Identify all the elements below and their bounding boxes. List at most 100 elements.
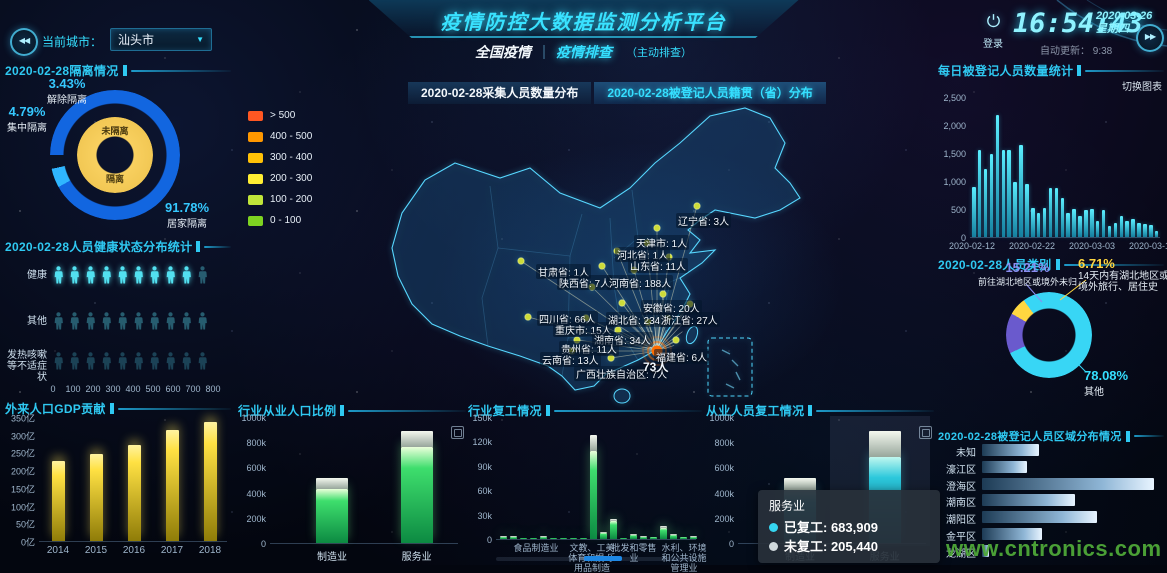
daily-bar <box>1107 225 1112 237</box>
daily-bar <box>1060 197 1065 237</box>
y-tick: 200k <box>714 513 734 524</box>
province-dot <box>598 262 606 270</box>
y-tick: 1,500 <box>943 149 966 159</box>
province-dot <box>517 257 525 265</box>
map-tabs: 2020-02-28采集人员数量分布 2020-02-28被登记人员籍贯（省）分… <box>408 82 826 104</box>
daily-bar <box>1137 223 1141 237</box>
page-title: 疫情防控大数据监测分析平台 <box>440 12 727 34</box>
y-tick: 30k <box>477 510 492 521</box>
industry-bar <box>560 538 567 539</box>
region-label: 金平区 <box>946 532 976 543</box>
restore-icon[interactable] <box>919 426 932 439</box>
date-value: 2020-03-26 <box>1096 10 1153 22</box>
back-button[interactable]: ◀◀ <box>10 28 38 56</box>
region-label: 濠江区 <box>946 464 976 476</box>
city-select[interactable]: 汕头市 ▼ <box>110 28 212 51</box>
daily-bar <box>972 186 976 237</box>
callout-centralized: 4.79% 集中隔离 <box>7 104 47 134</box>
industry-bar-cap <box>640 535 647 537</box>
daily-bar <box>1131 219 1135 237</box>
daily-bar <box>1036 213 1041 237</box>
map-label: 陕西省: 7人 <box>557 275 613 290</box>
y-tick: 150k <box>472 413 492 423</box>
scrollbar-thumb[interactable] <box>584 556 622 561</box>
panel-gdp-header: 外来人口GDP贡献 <box>5 400 231 417</box>
tooltip-not-resumed-value: 未复工: 205,440 <box>784 539 878 554</box>
person-icon <box>69 352 80 370</box>
y-tick: 250亿 <box>10 448 35 459</box>
daily-bar <box>1143 224 1147 237</box>
title-marker <box>122 65 127 76</box>
y-tick: 400k <box>246 488 266 499</box>
x-axis <box>39 541 227 542</box>
industry-bar-cap <box>510 535 517 537</box>
health-row-label: 发热咳嗽等不适症状 <box>7 350 47 383</box>
daily-bar <box>1113 223 1118 237</box>
clock-date: 2020-03-26 星期四 <box>1096 10 1152 36</box>
y-tick: 400k <box>714 488 734 499</box>
health-row-icons <box>53 312 213 330</box>
industry-x-label: 批发和零售 业 <box>611 543 657 563</box>
restore-icon[interactable] <box>451 426 464 439</box>
person-icon <box>181 312 192 330</box>
panel-worker-title: 从业人员复工情况 <box>706 404 805 418</box>
daily-bar <box>1048 188 1053 237</box>
legend-label: > 500 <box>270 110 296 121</box>
panel-daily-header: 每日被登记人员数量统计 <box>938 62 1164 79</box>
panel-isolation-title: 2020-02-28隔离情况 <box>5 64 119 78</box>
industry-bar <box>510 536 517 539</box>
legend-item: 400 - 500 <box>248 129 312 144</box>
other-label: 其他 <box>1084 387 1104 398</box>
tab-screening[interactable]: 疫情排查 <box>556 44 612 60</box>
region-bar <box>982 444 1039 456</box>
tab-national[interactable]: 全国疫情 <box>475 44 531 60</box>
panel-ind-title: 行业复工情况 <box>468 404 542 418</box>
forward-button[interactable]: ▶▶ <box>1136 24 1164 52</box>
daily-bar <box>1101 210 1106 237</box>
y-tick: 0亿 <box>20 537 35 548</box>
panel-category-title: 2020-02-28人员类别 <box>938 258 1052 272</box>
main-tabs: 全国疫情 疫情排查 （主动排查） <box>475 42 692 62</box>
x-axis <box>970 237 1160 238</box>
region-bar <box>982 511 1098 524</box>
person-icon <box>101 266 112 284</box>
daily-bar <box>1013 182 1017 237</box>
hubei-gone-pct: 15.21% <box>1005 260 1050 275</box>
stacked-bar-cap <box>784 477 817 491</box>
industry-bar <box>530 538 537 539</box>
person-icon <box>85 352 96 370</box>
province-dot <box>653 224 661 232</box>
health-axis-tick: 400 <box>125 384 141 394</box>
industry-bar-cap <box>500 536 507 538</box>
y-tick: 0 <box>486 535 492 545</box>
province-dot <box>672 336 680 344</box>
map-tab-collected[interactable]: 2020-02-28采集人员数量分布 <box>408 82 592 104</box>
panel-gdp-title: 外来人口GDP贡献 <box>5 402 106 416</box>
login-button[interactable]: 登录 <box>983 12 1003 50</box>
map-tab-origin[interactable]: 2020-02-28被登记人员籍贯（省）分布 <box>594 82 826 104</box>
person-icon <box>117 312 128 330</box>
title-line <box>816 409 934 412</box>
city-label: 当前城市： <box>42 35 103 49</box>
y-tick: 100亿 <box>10 502 35 513</box>
gdp-bar <box>89 453 103 541</box>
gdp-bar <box>51 461 65 541</box>
daily-bar <box>983 168 988 237</box>
title-marker <box>1055 259 1060 270</box>
panel-isolation-header: 2020-02-28隔离情况 <box>5 62 231 79</box>
y-tick: 50亿 <box>15 519 35 530</box>
weekday-value: 星期四 <box>1096 23 1129 35</box>
daily-bar <box>1090 209 1094 237</box>
health-axis-tick: 200 <box>85 384 101 394</box>
y-tick: 2,500 <box>943 93 966 103</box>
panel-gdp: 外来人口GDP贡献 350亿 300亿 250亿 200亿 150亿 100亿 50亿 0亿 2… <box>5 400 231 562</box>
gdp-category-label: 2016 <box>122 545 146 556</box>
map-label: 浙江省: 27人 <box>659 312 720 327</box>
switch-chart-link[interactable]: 切换图表 <box>1122 82 1162 93</box>
person-icon <box>197 312 208 330</box>
stacked-bar-main <box>400 447 433 543</box>
person-icon <box>117 352 128 370</box>
daily-x-tick: 2020-02-12 <box>948 241 996 251</box>
industry-bar-cap <box>690 535 697 537</box>
